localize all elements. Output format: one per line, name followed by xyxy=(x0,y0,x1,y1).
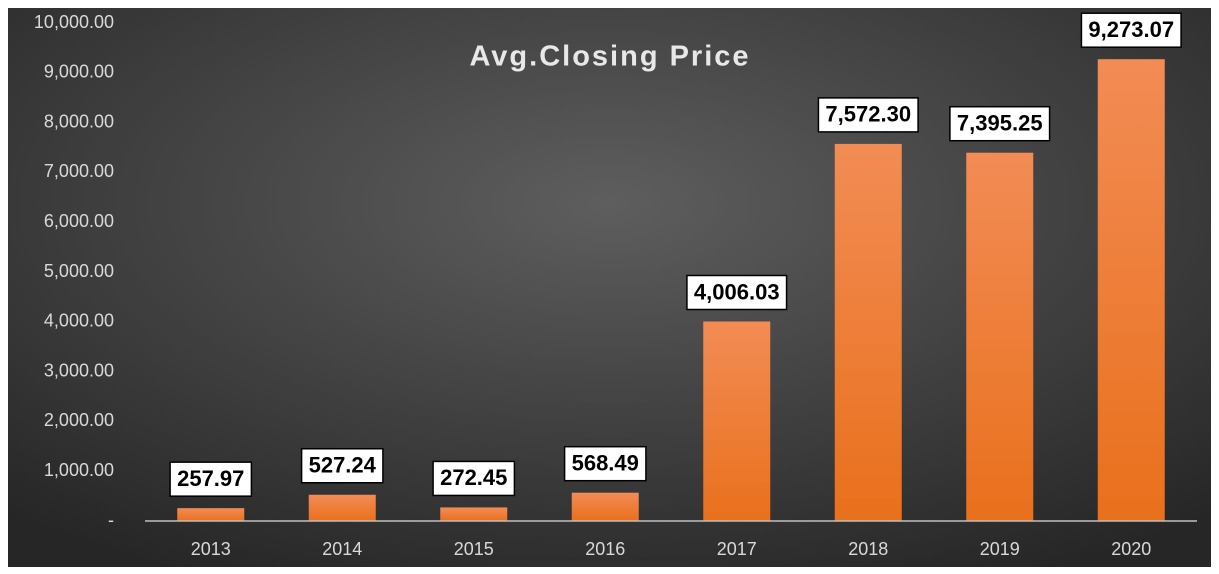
data-label: 4,006.03 xyxy=(694,279,780,304)
y-tick-label: 10,000.00 xyxy=(34,12,114,32)
data-label-box xyxy=(817,97,919,133)
data-label-box xyxy=(1080,12,1182,48)
x-tick-label: 2013 xyxy=(191,539,231,559)
x-tick-label: 2017 xyxy=(717,539,757,559)
data-label-box xyxy=(563,445,647,482)
bar xyxy=(703,321,771,521)
bar xyxy=(177,508,245,521)
data-label-box xyxy=(686,274,788,311)
x-tick-label: 2015 xyxy=(454,539,494,559)
y-tick-label: 2,000.00 xyxy=(44,410,114,430)
bar xyxy=(966,152,1034,521)
data-label: 257.97 xyxy=(177,466,244,491)
x-tick-label: 2016 xyxy=(585,539,625,559)
bar xyxy=(308,494,376,521)
bar xyxy=(834,143,902,521)
data-label-box xyxy=(169,461,253,497)
data-label: 9,273.07 xyxy=(1088,17,1174,42)
x-tick-label: 2014 xyxy=(322,539,362,559)
bar xyxy=(440,507,508,521)
y-tick-label: 5,000.00 xyxy=(44,261,114,281)
x-tick-label: 2020 xyxy=(1111,539,1151,559)
y-tick-label: 3,000.00 xyxy=(44,360,114,380)
bar xyxy=(1097,59,1165,522)
data-label: 568.49 xyxy=(572,451,639,476)
y-tick-label: 8,000.00 xyxy=(44,111,114,131)
y-tick-label: 6,000.00 xyxy=(44,211,114,231)
x-tick-label: 2018 xyxy=(848,539,888,559)
data-label: 7,572.30 xyxy=(825,102,911,127)
y-tick-label: 4,000.00 xyxy=(44,311,114,331)
x-tick-label: 2019 xyxy=(980,539,1020,559)
data-label: 7,395.25 xyxy=(957,111,1043,136)
data-label-box xyxy=(300,447,384,484)
y-tick-label: - xyxy=(108,510,114,530)
y-tick-label: 7,000.00 xyxy=(44,161,114,181)
data-label: 527.24 xyxy=(309,453,377,478)
chart-title: Avg.Closing Price xyxy=(469,41,750,73)
data-label-box xyxy=(432,460,516,497)
bar xyxy=(571,492,639,521)
y-tick-label: 1,000.00 xyxy=(44,460,114,480)
data-label: 272.45 xyxy=(440,465,507,490)
y-tick-label: 9,000.00 xyxy=(44,62,114,82)
data-label-box xyxy=(949,105,1051,142)
